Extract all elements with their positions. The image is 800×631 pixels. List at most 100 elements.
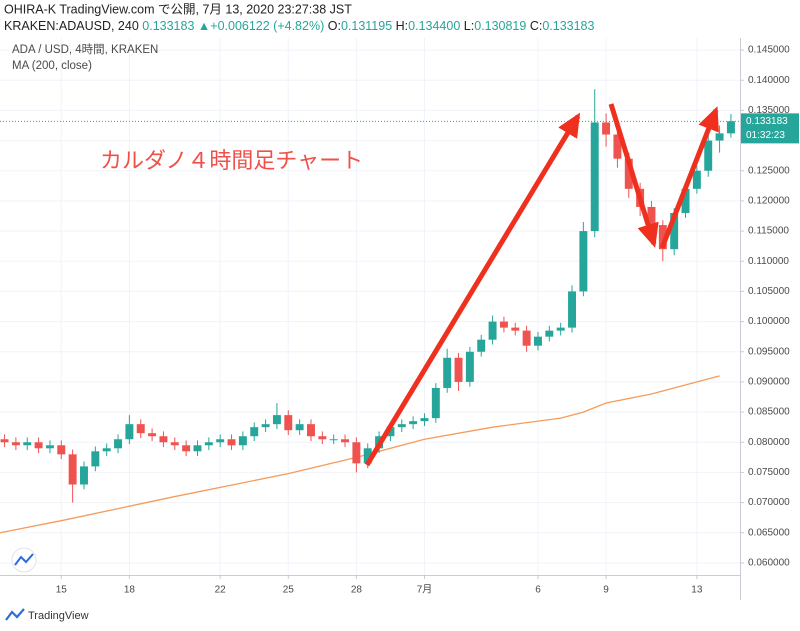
candle-body [329, 439, 338, 441]
candle-body [136, 424, 145, 434]
candle-body [45, 445, 54, 449]
low-label: L: [464, 19, 474, 33]
candle-body [681, 188, 690, 213]
footer-brand: TradingView [28, 610, 89, 622]
symbol-line: KRAKEN:ADAUSD, 240 0.133183 ▲+0.006122 (… [4, 19, 595, 33]
candle-body [159, 436, 168, 443]
candle-body [295, 424, 304, 431]
candle-body [363, 448, 372, 464]
y-tick-label: 0.095000 [748, 346, 790, 357]
candle-body [182, 445, 191, 452]
candle-body [193, 445, 202, 452]
candle-body [170, 442, 179, 446]
ma-line [0, 375, 720, 534]
candle-body [80, 466, 88, 485]
y-tick-label: 0.070000 [748, 497, 790, 508]
close-label: C: [530, 19, 543, 33]
candle-body [715, 133, 724, 141]
y-tick-label: 0.105000 [748, 286, 790, 297]
y-tick-label: 0.140000 [748, 75, 790, 86]
candle-body [57, 445, 66, 455]
x-tick-label: 25 [283, 585, 295, 596]
candle-body [499, 321, 508, 328]
candle-body [556, 327, 565, 331]
arrow [608, 103, 659, 248]
last-price-box [741, 113, 799, 144]
y-tick-label: 0.120000 [748, 196, 790, 207]
candle-body [704, 140, 713, 171]
candle-body [522, 330, 531, 346]
candle-body [692, 170, 701, 189]
x-tick-label: 6 [535, 585, 541, 596]
candle-body [148, 433, 157, 437]
candle-body [386, 427, 395, 437]
candle-body [318, 436, 327, 440]
candle-body [341, 439, 350, 443]
candle-body [227, 439, 236, 446]
y-tick-label: 0.090000 [748, 377, 790, 388]
x-tick-label: 22 [215, 585, 227, 596]
high-value: 0.134400 [408, 19, 460, 33]
candle-body [534, 336, 542, 346]
candle-body [545, 330, 554, 337]
candle-body [307, 424, 315, 437]
last: 0.133183 [142, 19, 194, 33]
footer-logo [5, 608, 25, 621]
candle-body [216, 439, 225, 443]
y-tick-label: 0.125000 [748, 165, 790, 176]
candle-body [238, 436, 247, 446]
candle-body [352, 442, 361, 464]
candle-body [443, 357, 452, 388]
candle-body [102, 448, 111, 452]
x-tick-label: 15 [56, 585, 68, 596]
candle-body [624, 158, 633, 189]
candle-body [114, 439, 123, 449]
plot-area [0, 38, 740, 575]
candle-body [613, 134, 622, 159]
y-tick-label: 0.065000 [748, 527, 790, 538]
candle-body [420, 418, 429, 422]
y-tick-label: 0.145000 [748, 45, 790, 56]
candle-body [454, 357, 463, 382]
candle-body [409, 421, 418, 425]
x-tick-label: 18 [124, 585, 136, 596]
y-tick-label: 0.110000 [748, 256, 789, 267]
up-icon: ▲ [198, 19, 210, 33]
close-value: 0.133183 [542, 19, 594, 33]
y-tick-label: 0.080000 [748, 437, 790, 448]
symbol: KRAKEN:ADAUSD, 240 [4, 19, 139, 33]
x-tick-label: 28 [351, 585, 363, 596]
arrows [364, 103, 719, 467]
candle-body [590, 122, 599, 232]
candle-body [0, 439, 9, 443]
candle-body [250, 427, 259, 437]
open-value: 0.131195 [341, 19, 392, 33]
x-tick-label: 7月 [417, 584, 433, 596]
pair-label: ADA / USD, 4時間, KRAKEN [12, 43, 158, 56]
candle-body [23, 442, 32, 446]
y-tick-label: 0.100000 [748, 316, 790, 327]
ma-label: MA (200, close) [12, 60, 92, 72]
candle-body [647, 206, 656, 226]
candle-body [658, 225, 667, 250]
tv-badge [11, 547, 37, 573]
candle-body [91, 451, 100, 467]
candle-body [34, 442, 43, 449]
low-value: 0.130819 [474, 19, 526, 33]
x-tick-label: 9 [603, 585, 609, 596]
y-tick-label: 0.075000 [748, 467, 790, 478]
arrow [659, 106, 719, 249]
candle-body [125, 424, 134, 440]
candle-body [602, 122, 611, 135]
candle-body [488, 321, 497, 340]
x-tick-label: 13 [691, 585, 703, 596]
candle-body [272, 415, 281, 425]
y-tick-label: 0.115000 [748, 226, 789, 237]
change: +0.006122 (+4.82%) [210, 19, 324, 33]
arrow [364, 112, 581, 467]
publisher: OHIRA-K TradingView.com で公開, 7月 13, 2020… [4, 2, 352, 16]
candle-body [579, 231, 588, 292]
candle-body [465, 351, 474, 382]
